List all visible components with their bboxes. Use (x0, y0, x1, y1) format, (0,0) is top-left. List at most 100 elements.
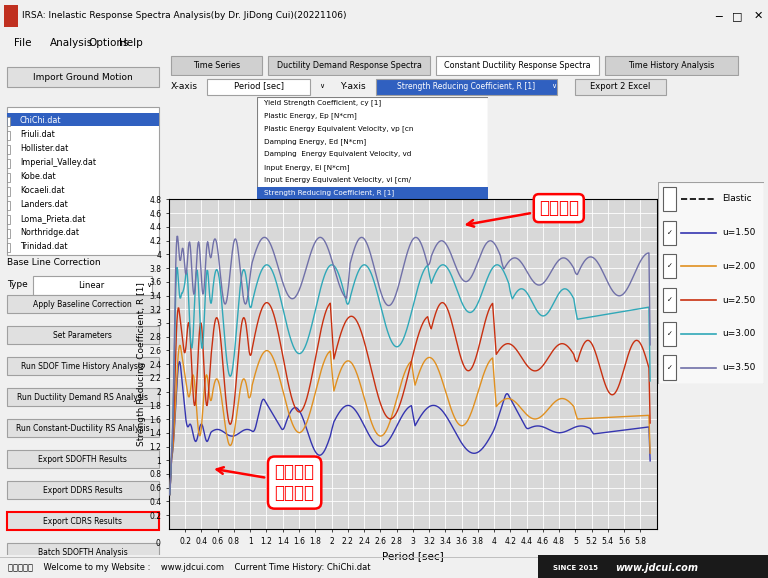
Text: Base Line Correction: Base Line Correction (7, 258, 101, 267)
Text: Input Energy, Ei [N*cm]: Input Energy, Ei [N*cm] (264, 164, 349, 171)
Bar (7, 108, 158, 255)
FancyBboxPatch shape (605, 57, 738, 75)
Text: Export 2 Excel: Export 2 Excel (590, 81, 650, 91)
Text: □: □ (732, 11, 743, 21)
Text: Input Energy Equivalent Velocity, vi [cm/: Input Energy Equivalent Velocity, vi [cm… (264, 177, 412, 183)
Bar (257, 187, 488, 199)
FancyBboxPatch shape (7, 357, 158, 375)
Text: Analysis: Analysis (50, 38, 93, 49)
Text: Export SDOFTH Results: Export SDOFTH Results (38, 455, 127, 464)
FancyBboxPatch shape (207, 79, 310, 94)
FancyBboxPatch shape (171, 57, 262, 75)
FancyBboxPatch shape (575, 79, 666, 94)
Text: Plastic Energy Equivalent Velocity, vp [cn: Plastic Energy Equivalent Velocity, vp [… (264, 125, 413, 132)
Bar (7, 146, 9, 154)
FancyBboxPatch shape (436, 57, 599, 75)
Text: u=2.50: u=2.50 (722, 295, 755, 305)
FancyBboxPatch shape (7, 543, 158, 561)
Text: ✓: ✓ (667, 297, 673, 303)
Text: X-axis: X-axis (171, 82, 198, 91)
Text: ─: ─ (715, 11, 721, 21)
Text: File: File (14, 38, 31, 49)
Text: u=3.00: u=3.00 (722, 329, 755, 338)
Text: Damping Energy, Ed [N*cm]: Damping Energy, Ed [N*cm] (264, 138, 366, 145)
Text: Yield Strength Coefficient, cy [1]: Yield Strength Coefficient, cy [1] (264, 99, 382, 106)
Text: Export CDRS Results: Export CDRS Results (43, 517, 122, 526)
Text: Ductility Demand Response Spectra: Ductility Demand Response Spectra (276, 61, 422, 70)
Text: 0: 0 (155, 539, 161, 548)
Bar (7, 216, 9, 224)
Text: ∨: ∨ (551, 83, 557, 90)
Bar (7, 117, 9, 127)
Bar (538, 555, 768, 578)
Text: Hollister.dat: Hollister.dat (20, 144, 68, 153)
Text: Set Parameters: Set Parameters (53, 331, 112, 340)
FancyBboxPatch shape (7, 450, 158, 468)
Bar (7, 113, 158, 126)
Text: Friuli.dat: Friuli.dat (20, 130, 55, 139)
Text: Run SDOF Time History Analysis: Run SDOF Time History Analysis (21, 362, 144, 371)
FancyBboxPatch shape (7, 512, 158, 531)
Text: Batch SDOFTH Analysis: Batch SDOFTH Analysis (38, 548, 127, 557)
Text: Run Constant-Ductility RS Analysis: Run Constant-Ductility RS Analysis (16, 424, 149, 433)
Text: 保存详细
分析结果: 保存详细 分析结果 (217, 463, 315, 502)
Text: Strength Reducing Coefficient, R [1]: Strength Reducing Coefficient, R [1] (264, 190, 394, 197)
Bar (4, 5, 18, 27)
Text: Time Series: Time Series (193, 61, 240, 70)
Bar (0, 557, 768, 558)
Text: Trinidad.dat: Trinidad.dat (20, 242, 68, 251)
Text: 崔济东博士    Welcome to my Website :    www.jdcui.com    Current Time History: ChiCh: 崔济东博士 Welcome to my Website : www.jdcui.… (8, 563, 370, 572)
Text: Damping  Energy Equivalent Velocity, vd: Damping Energy Equivalent Velocity, vd (264, 151, 412, 157)
Text: u=3.50: u=3.50 (722, 363, 755, 372)
FancyBboxPatch shape (376, 79, 557, 94)
Text: ✓: ✓ (667, 331, 673, 337)
Text: Kobe.dat: Kobe.dat (20, 172, 55, 181)
Text: Strength Reducing Coefficient, R [1]: Strength Reducing Coefficient, R [1] (398, 81, 535, 91)
Text: 查看结果: 查看结果 (467, 199, 579, 227)
Text: u=1.50: u=1.50 (722, 228, 755, 237)
FancyBboxPatch shape (7, 388, 158, 406)
Bar (7, 201, 9, 210)
Text: Y-axis: Y-axis (340, 82, 366, 91)
Text: Constant Ductility Response Spectra: Constant Ductility Response Spectra (445, 61, 591, 70)
Text: Import Ground Motion: Import Ground Motion (33, 73, 132, 82)
Y-axis label: Strength Reducing Coefficient, R [1]: Strength Reducing Coefficient, R [1] (137, 282, 147, 446)
Text: Imperial_Valley.dat: Imperial_Valley.dat (20, 158, 96, 167)
X-axis label: Period [sec]: Period [sec] (382, 551, 444, 561)
Text: www.jdcui.com: www.jdcui.com (615, 562, 698, 573)
FancyBboxPatch shape (7, 575, 158, 578)
Bar (7, 229, 9, 238)
FancyBboxPatch shape (7, 327, 158, 344)
Text: SINCE 2015: SINCE 2015 (553, 565, 598, 570)
Text: Options: Options (88, 38, 129, 49)
Text: Time History Analysis: Time History Analysis (628, 61, 715, 70)
Text: Kocaeli.dat: Kocaeli.dat (20, 186, 65, 195)
Text: ✕: ✕ (753, 11, 763, 21)
Text: Linear: Linear (78, 281, 104, 290)
FancyBboxPatch shape (7, 481, 158, 499)
Text: Loma_Prieta.dat: Loma_Prieta.dat (20, 214, 85, 223)
Text: Help: Help (119, 38, 143, 49)
Text: IRSA: Inelastic Response Spectra Analysis(by Dr. JiDong Cui)(20221106): IRSA: Inelastic Response Spectra Analysi… (22, 12, 346, 20)
Text: Type: Type (7, 280, 28, 290)
FancyBboxPatch shape (267, 57, 430, 75)
Text: Apply Baseline Correction: Apply Baseline Correction (33, 300, 132, 309)
Text: Export DDRS Results: Export DDRS Results (43, 486, 122, 495)
Text: ∨: ∨ (146, 283, 151, 288)
Bar (7, 173, 9, 183)
Text: Run Ductility Demand RS Analysis: Run Ductility Demand RS Analysis (17, 393, 148, 402)
Text: Northridge.dat: Northridge.dat (20, 228, 79, 237)
FancyBboxPatch shape (7, 68, 158, 87)
Text: ✓: ✓ (667, 365, 673, 370)
FancyBboxPatch shape (7, 295, 158, 313)
Text: Elastic: Elastic (722, 194, 751, 203)
Text: ∨: ∨ (319, 83, 324, 90)
Bar (7, 187, 9, 197)
Text: Landers.dat: Landers.dat (20, 200, 68, 209)
Text: u=2.00: u=2.00 (722, 262, 755, 271)
Text: ChiChi.dat: ChiChi.dat (20, 116, 61, 125)
Text: Period [sec]: Period [sec] (233, 81, 283, 91)
FancyBboxPatch shape (7, 420, 158, 438)
Text: ✓: ✓ (667, 264, 673, 269)
Text: ✓: ✓ (667, 229, 673, 236)
